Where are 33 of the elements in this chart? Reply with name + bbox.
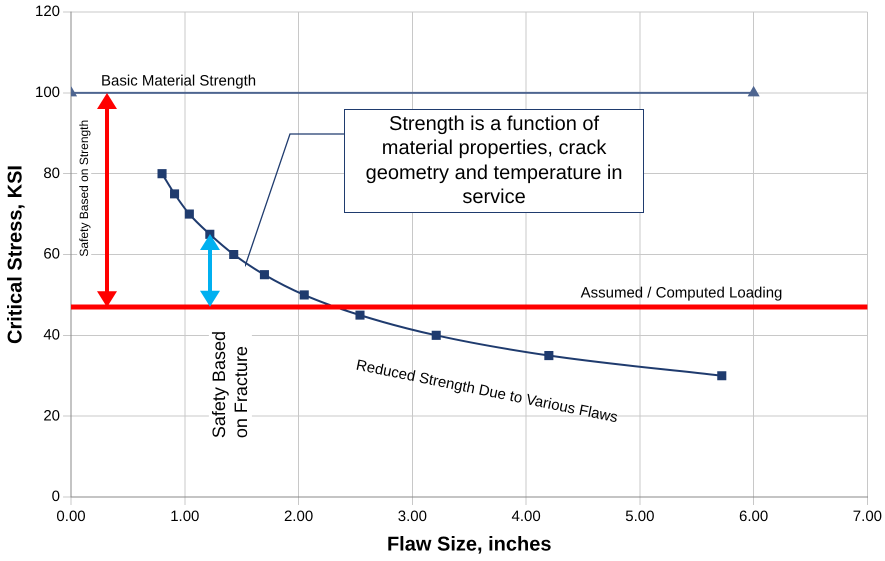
- point: [300, 290, 309, 300]
- point: [260, 270, 269, 280]
- point: [184, 210, 194, 219]
- series-label: Basic Material Strength: [101, 72, 256, 90]
- x-tick-label: 1.00: [170, 508, 200, 526]
- point: [717, 371, 726, 380]
- callout-box: Strength is a function of material properties, crack geometry and temperature in service: [344, 109, 644, 213]
- y-tick-label: 60: [43, 246, 60, 263]
- point: [170, 189, 180, 198]
- point: [432, 330, 441, 340]
- x-tick-label: 5.00: [625, 508, 654, 526]
- y-tick-label: 20: [43, 407, 60, 424]
- annotation: Safety Based on Fracture: [208, 313, 252, 438]
- x-axis-title: Flaw Size, inches: [386, 534, 552, 556]
- y-tick-label: 80: [43, 164, 60, 182]
- point: [355, 310, 365, 320]
- point: [544, 351, 554, 360]
- y-tick-label: 120: [34, 3, 60, 20]
- y-tick-label: 100: [34, 84, 60, 101]
- x-tick-label: 0.00: [56, 508, 86, 526]
- point: [158, 169, 167, 178]
- x-tick-label: 7.00: [852, 508, 882, 526]
- text: Reduced Strength Due to Various Flaws: [354, 356, 620, 426]
- x-tick-label: 3.00: [398, 508, 427, 526]
- y-tick-label: 0: [52, 488, 60, 506]
- point: [229, 250, 238, 260]
- x-tick-label: 6.00: [739, 508, 768, 526]
- ref-line-label: Assumed / Computed Loading: [580, 284, 782, 302]
- y-axis-title: Critical Stress, KSI: [4, 165, 27, 344]
- y-tick-label: 40: [43, 326, 60, 344]
- x-tick-label: 2.00: [284, 508, 314, 526]
- annotation: Safety Based on Strength: [76, 120, 92, 257]
- x-tick-label: 4.00: [511, 508, 541, 526]
